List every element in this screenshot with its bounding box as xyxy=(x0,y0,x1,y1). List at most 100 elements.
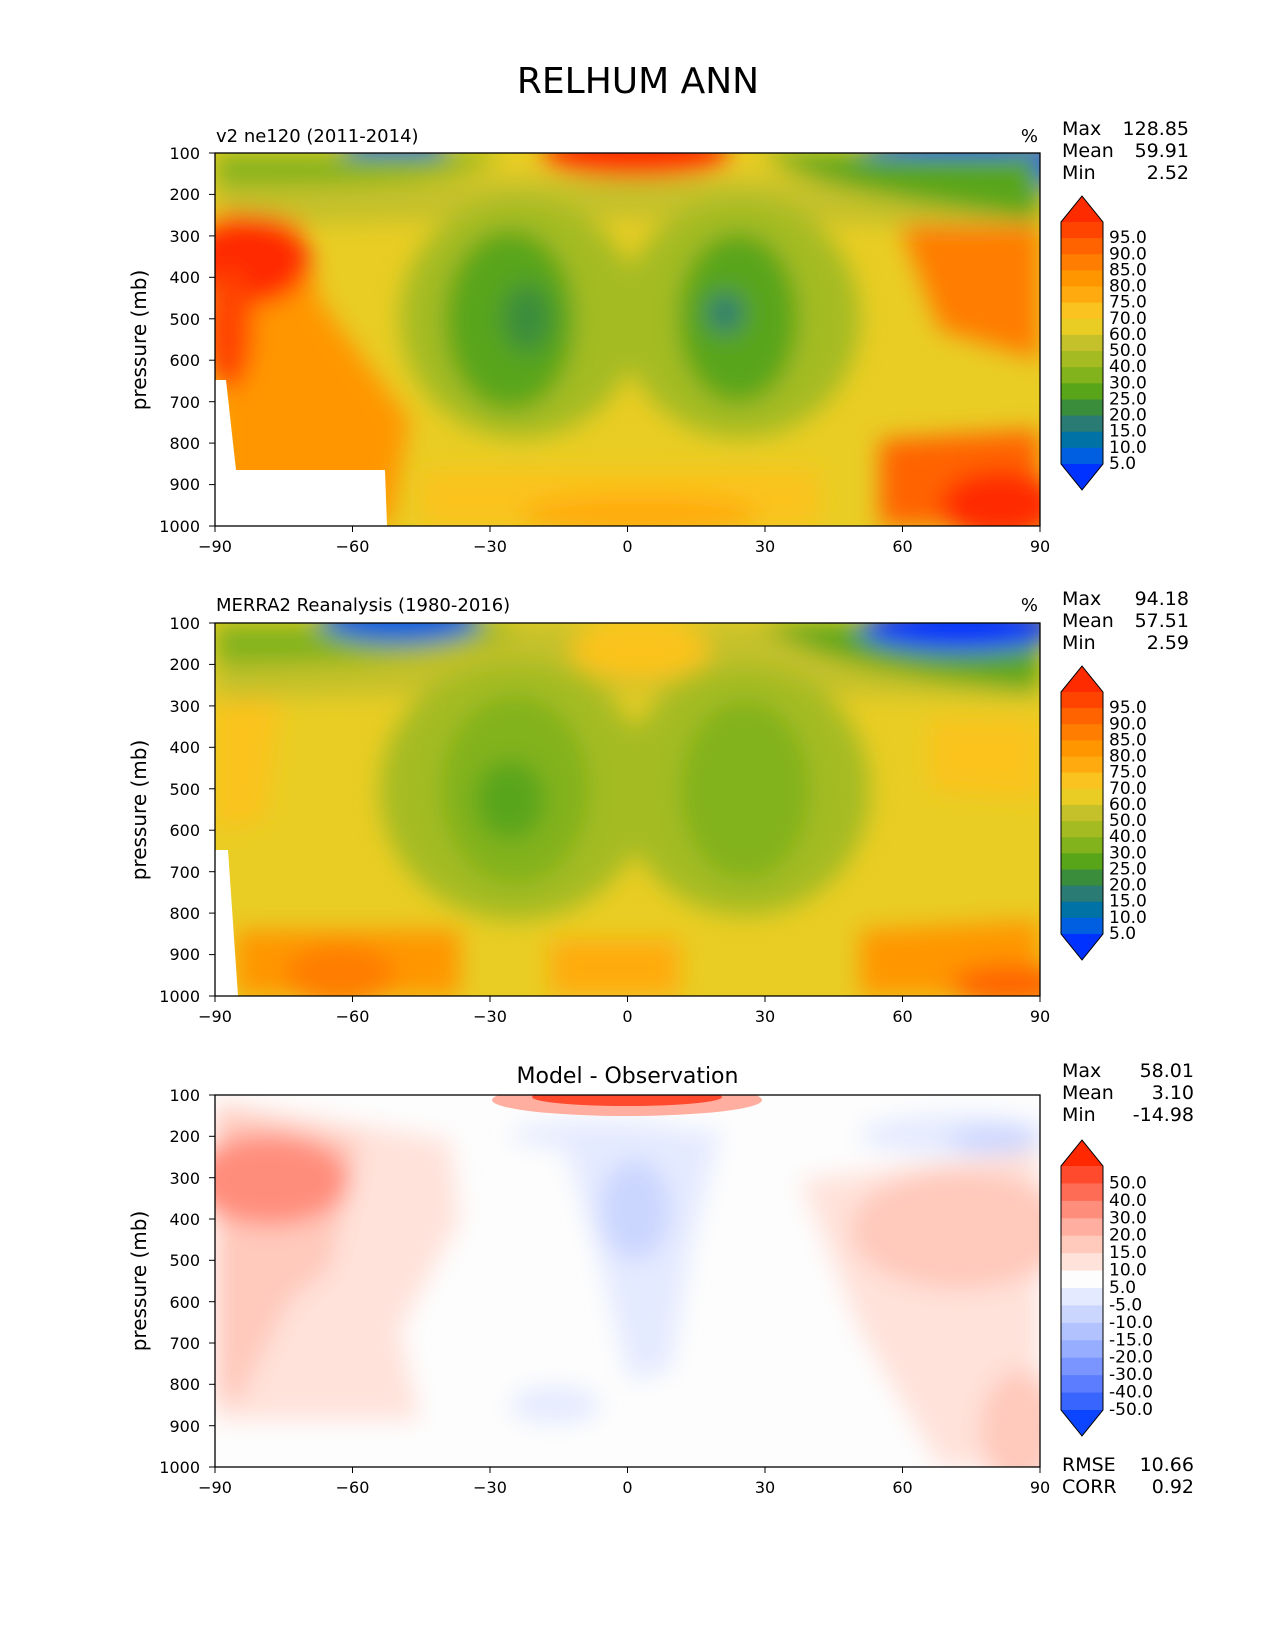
colorbar-label: -30.0 xyxy=(1109,1365,1153,1385)
colorbar-segment xyxy=(1061,756,1103,774)
region-nh-strat-dry xyxy=(860,623,1040,650)
y-tick-label: 1000 xyxy=(159,517,200,536)
colorbar-label: 30.0 xyxy=(1109,1208,1147,1228)
colorbar-label: -50.0 xyxy=(1109,1400,1153,1420)
colorbar-label: 60.0 xyxy=(1109,795,1147,815)
x-tick-label: 90 xyxy=(1030,1478,1050,1497)
panel-model-stats: Max 128.85 Mean 59.91 Min 2.52 xyxy=(1062,118,1189,184)
colorbar-segment xyxy=(1061,772,1103,790)
x-tick-label: 30 xyxy=(755,1478,775,1497)
colorbar-segment xyxy=(1061,1375,1103,1394)
colorbar-label: 20.0 xyxy=(1109,876,1147,896)
region-nh-dry xyxy=(680,700,810,880)
region-arctic-upper-dry-core xyxy=(950,1126,1040,1154)
x-tick-label: 30 xyxy=(755,537,775,556)
colorbar-label: 10.0 xyxy=(1109,1261,1147,1281)
colorbar-segment xyxy=(1061,821,1103,838)
region-arctic-bl-moist xyxy=(980,1370,1040,1467)
colorbar-segment xyxy=(1061,383,1103,400)
colorbar-label: 90.0 xyxy=(1109,244,1147,264)
region-sh-driest xyxy=(475,760,545,840)
colorbar-label: 70.0 xyxy=(1109,779,1147,799)
region-tropopause-max xyxy=(541,153,731,177)
colorbar-label: -5.0 xyxy=(1109,1295,1142,1315)
y-tick-label: 500 xyxy=(169,780,200,799)
stat-value: 57.51 xyxy=(1135,610,1189,632)
x-tick-label: 0 xyxy=(622,1478,632,1497)
y-tick-label: 200 xyxy=(169,655,200,674)
y-tick-label: 800 xyxy=(169,434,200,453)
panel-model-field xyxy=(215,153,1040,526)
panel-diff-stats: Max 58.01 Mean 3.10 Min -14.98 xyxy=(1062,1060,1194,1126)
y-tick-label: 900 xyxy=(169,945,200,964)
colorbar-segment xyxy=(1061,1166,1103,1184)
stat-value: 128.85 xyxy=(1123,118,1189,140)
colorbar-segment xyxy=(1061,901,1103,919)
y-tick-label: 300 xyxy=(169,1169,200,1188)
x-tick-label: 0 xyxy=(622,1007,632,1026)
colorbar-label: -15.0 xyxy=(1109,1330,1153,1350)
mask-topography xyxy=(215,380,387,526)
y-tick-label: 300 xyxy=(169,697,200,716)
colorbar-label: 80.0 xyxy=(1109,277,1147,297)
stat-label: Min xyxy=(1062,632,1096,654)
stat-value: 3.10 xyxy=(1152,1082,1194,1104)
colorbar-segment xyxy=(1061,1288,1103,1306)
colorbar-label: 70.0 xyxy=(1109,309,1147,329)
y-tick-label: 400 xyxy=(169,1210,200,1229)
panel-diff-ylabel: pressure (mb) xyxy=(127,1211,151,1352)
panel-obs-xticks: −90 −60 −30 0 30 60 90 xyxy=(198,996,1050,1026)
metric-label: CORR xyxy=(1062,1476,1117,1498)
stat-label: Max xyxy=(1062,588,1101,610)
colorbar-segment xyxy=(1061,917,1103,935)
colorbar-label: 75.0 xyxy=(1109,293,1147,313)
x-tick-label: 90 xyxy=(1030,1007,1050,1026)
colorbar-extend-max xyxy=(1061,1140,1103,1166)
x-tick-label: −90 xyxy=(198,1007,232,1026)
colorbar-segment xyxy=(1061,1340,1103,1359)
stat-label: Mean xyxy=(1062,1082,1114,1104)
colorbar-extend-min xyxy=(1061,934,1103,960)
colorbar-label: 15.0 xyxy=(1109,422,1147,442)
colorbar-segment xyxy=(1061,431,1103,449)
colorbar-outline xyxy=(1060,1139,1104,1437)
x-tick-label: −30 xyxy=(473,537,507,556)
colorbar-segment xyxy=(1061,1218,1103,1237)
colorbar-segment xyxy=(1061,334,1103,352)
colorbar-label: 10.0 xyxy=(1109,438,1147,458)
colorbar-extend-min xyxy=(1061,464,1103,490)
colorbar-label: 15.0 xyxy=(1109,1243,1147,1263)
x-tick-label: −30 xyxy=(473,1478,507,1497)
panel-model-ylabel: pressure (mb) xyxy=(127,270,151,411)
region-sh-driest xyxy=(502,283,552,353)
colorbar-label: 20.0 xyxy=(1109,406,1147,426)
colorbar-label: 25.0 xyxy=(1109,859,1147,879)
y-tick-label: 500 xyxy=(169,1251,200,1270)
colorbar-outline xyxy=(1060,195,1104,491)
metric-label: RMSE xyxy=(1062,1454,1116,1476)
region-antarctic-moist-2 xyxy=(215,270,253,390)
colorbar-segment xyxy=(1061,692,1103,709)
region-sh-strat-dry xyxy=(320,623,480,642)
y-tick-label: 600 xyxy=(169,821,200,840)
colorbar-label: 40.0 xyxy=(1109,1191,1147,1211)
colorbar-segment xyxy=(1061,399,1103,417)
band-upper-moist xyxy=(215,177,1040,235)
colorbar-label: -40.0 xyxy=(1109,1383,1153,1403)
colorbar-obs: 95.090.085.080.075.070.060.050.040.030.0… xyxy=(1060,665,1147,961)
x-tick-label: 0 xyxy=(622,537,632,556)
colorbar-segment xyxy=(1061,885,1103,903)
region-arctic-bl-core xyxy=(940,470,1040,526)
y-tick-label: 100 xyxy=(169,614,200,633)
y-tick-label: 200 xyxy=(169,185,200,204)
region-antarctic-moist xyxy=(215,215,310,305)
region-tropical-upper-moist xyxy=(570,623,710,680)
colorbar-segment xyxy=(1061,1270,1103,1289)
panel-model-title: v2 ne120 (2011-2014) xyxy=(216,126,419,147)
colorbar-segment xyxy=(1061,788,1103,806)
panel-obs-units: % xyxy=(1021,595,1038,616)
y-tick-label: 500 xyxy=(169,310,200,329)
colorbar-segment xyxy=(1061,869,1103,887)
colorbar-segment xyxy=(1061,270,1103,288)
colorbar-label: 40.0 xyxy=(1109,357,1147,377)
